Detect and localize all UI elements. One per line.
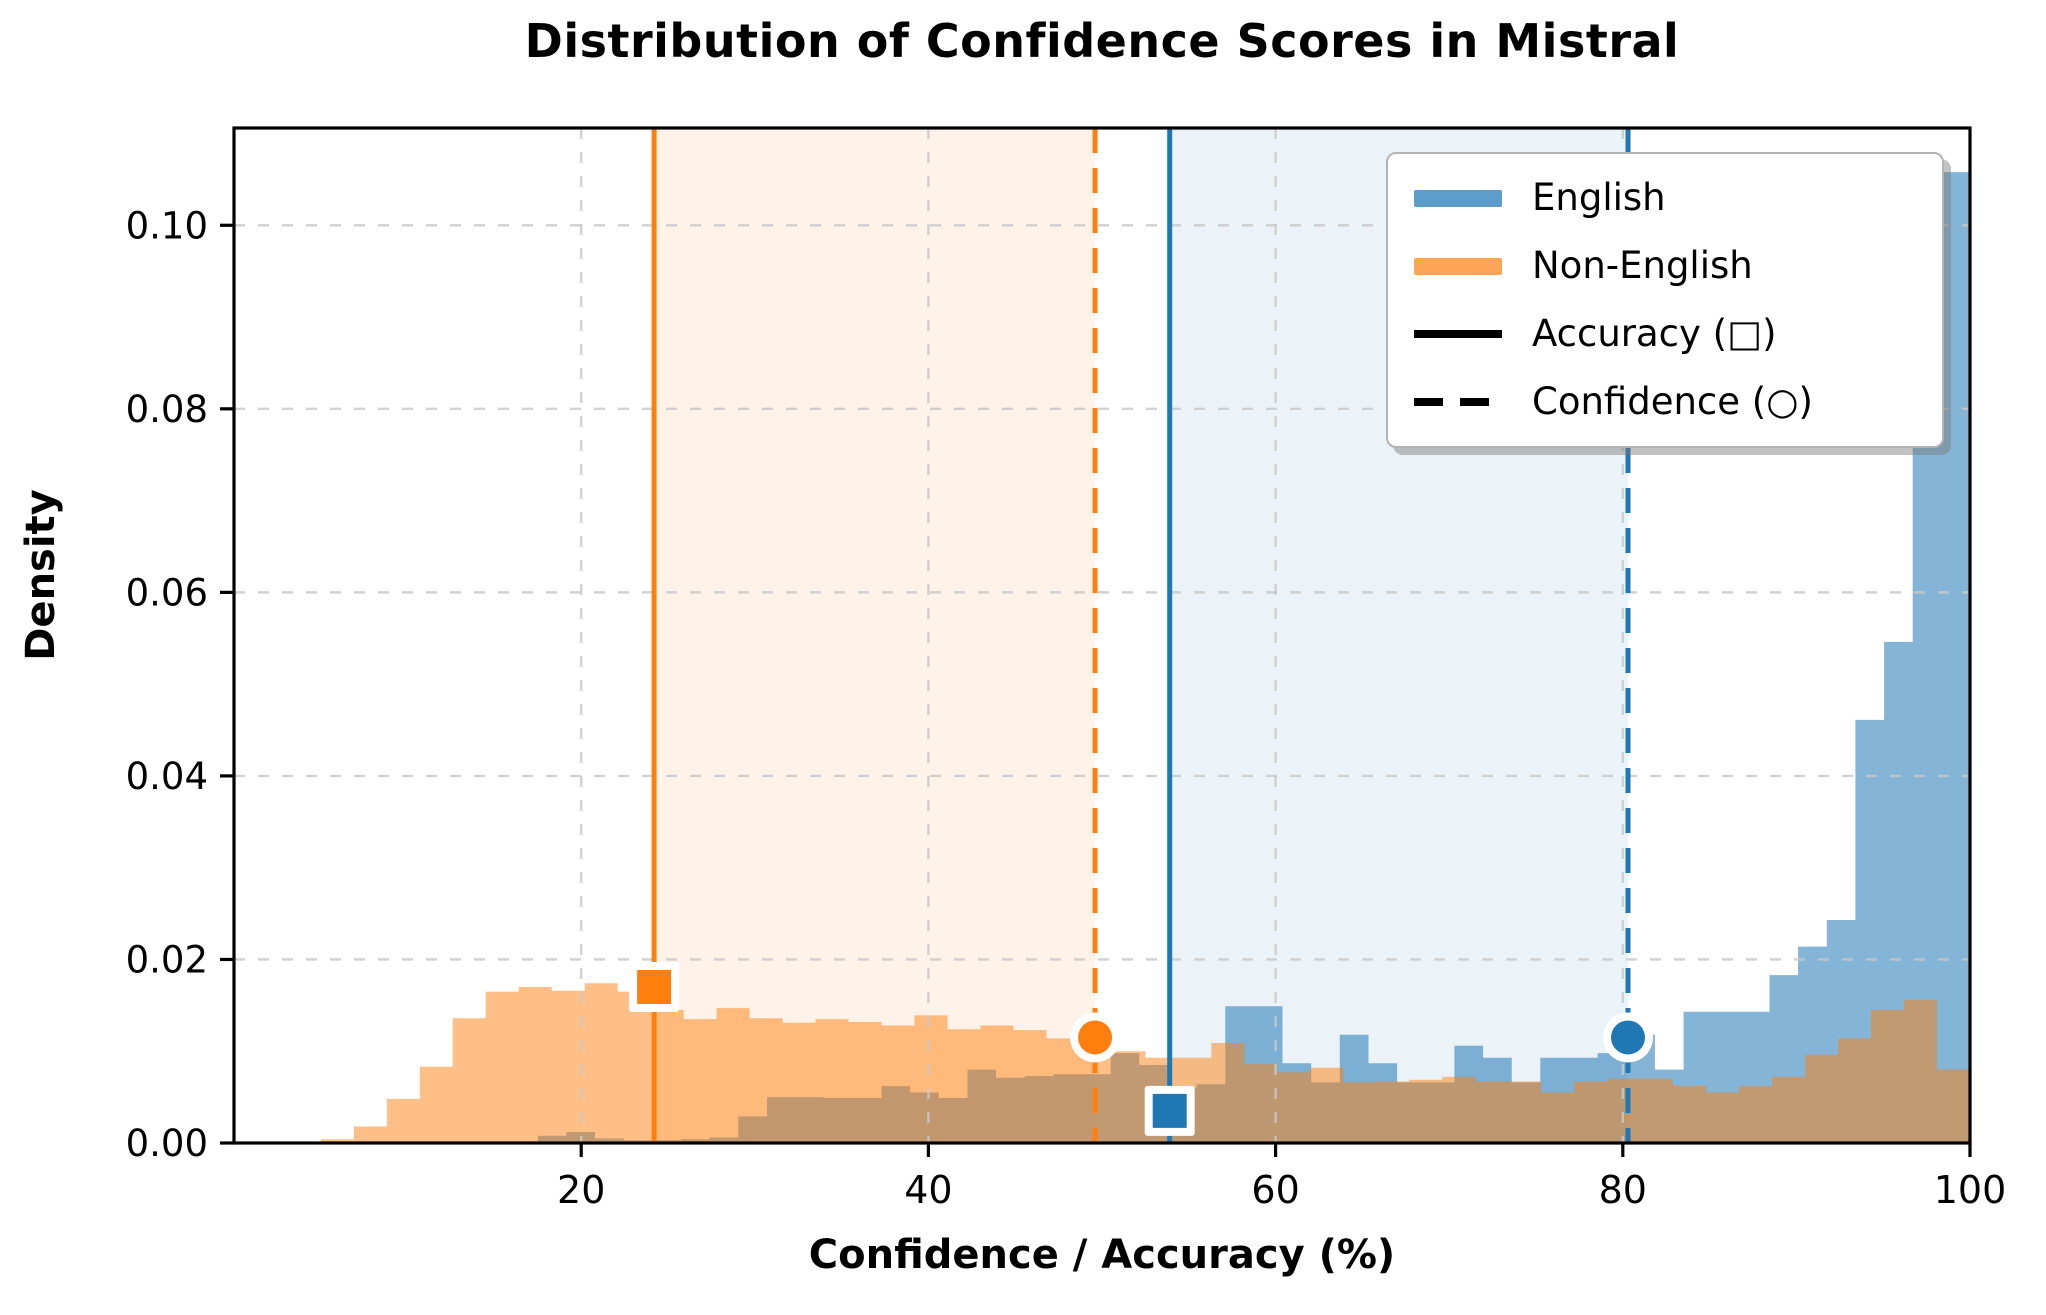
marker-square-non-english-accuracy [637,969,672,1004]
legend-item-accuracy: Accuracy (□) [1414,310,1916,358]
marker-circle-english-confidence [1611,1020,1646,1055]
legend-item-non-english: Non-English [1414,242,1916,290]
legend-swatch-dashed-line [1414,398,1502,407]
legend-item-english: English [1414,174,1916,222]
legend-item-confidence: Confidence (○) [1414,378,1916,426]
chart-title: Distribution of Confidence Scores in Mis… [524,14,1680,68]
x-tick-label-20: 20 [557,1168,605,1212]
y-tick-label-0.1: 0.10 [126,204,208,247]
legend-label-accuracy: Accuracy (□) [1532,312,1777,356]
legend-swatch-solid-line [1414,330,1502,339]
x-tick-label-60: 60 [1251,1168,1299,1212]
marker-circle-non-english-confidence [1078,1020,1113,1055]
x-tick-label-80: 80 [1599,1168,1647,1212]
y-tick-label-0.02: 0.02 [126,938,208,981]
y-axis-label: Density [18,489,64,661]
y-tick-label-0.06: 0.06 [126,571,208,614]
span-non-english-range [654,128,1096,1143]
marker-square-english-accuracy [1152,1093,1187,1128]
legend-swatch-english-patch [1414,189,1502,207]
y-tick-label-0: 0.00 [126,1122,208,1165]
plot-spines [232,126,1972,1145]
histogram-non-english [320,983,1970,1143]
histogram-english [537,172,1970,1144]
y-tick-label-0.04: 0.04 [126,755,208,798]
legend-swatch-non-english-patch [1414,257,1502,275]
x-tick-label-40: 40 [904,1168,952,1212]
legend-label-non-english: Non-English [1532,244,1753,288]
x-axis-label: Confidence / Accuracy (%) [808,1232,1396,1278]
x-tick-label-100: 100 [1934,1168,2007,1212]
y-tick-label-0.08: 0.08 [126,388,208,431]
legend: English Non-English Accuracy (□) Confide… [1386,152,1944,449]
legend-label-confidence: Confidence (○) [1532,380,1813,424]
legend-label-english: English [1532,176,1666,219]
